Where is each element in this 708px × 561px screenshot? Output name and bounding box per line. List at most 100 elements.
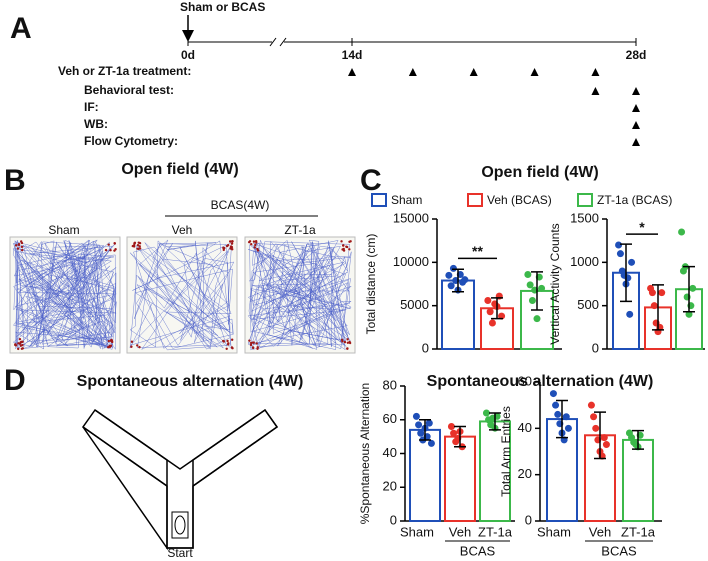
trace-dot — [113, 241, 116, 245]
trace-dot — [250, 243, 253, 246]
legend-swatch — [577, 193, 593, 207]
x-tick-label: ZT-1a — [478, 524, 513, 539]
trace — [129, 239, 235, 351]
trace-dot — [228, 240, 232, 243]
row-label: Flow Cytometry: — [84, 134, 178, 148]
data-point — [658, 289, 666, 297]
data-point — [562, 413, 570, 421]
y-tick-label: 15000 — [393, 210, 429, 225]
error-bar — [491, 297, 503, 320]
trace-dot — [107, 243, 110, 246]
row-label: Behavioral test: — [84, 83, 174, 97]
trace-dot — [343, 340, 347, 344]
trace — [12, 239, 117, 351]
trace-dot — [133, 242, 136, 246]
panel-letter: D — [4, 364, 26, 397]
trace-dot — [249, 343, 253, 347]
x-tick-label: Sham — [537, 524, 571, 539]
event-marker — [632, 87, 640, 95]
legend-swatch — [467, 193, 483, 207]
data-point — [488, 319, 496, 327]
y-tick-label: 0 — [390, 512, 397, 527]
trace-dot — [230, 338, 234, 341]
trace-dot — [20, 340, 24, 343]
y-tick-label: 5000 — [400, 297, 429, 312]
data-point — [616, 250, 624, 258]
panel-title: Open field (4W) — [481, 164, 598, 181]
trace-dot — [256, 347, 259, 350]
y-tick-label: 0 — [422, 340, 429, 355]
data-point — [554, 410, 562, 418]
data-point — [498, 312, 506, 320]
arena-label: ZT-1a — [284, 223, 316, 237]
maze-start-label: Start — [167, 546, 193, 560]
trace-dot — [251, 341, 255, 344]
trace-dot — [14, 343, 17, 346]
data-point — [415, 421, 423, 429]
error-bar — [419, 419, 431, 441]
tick-label: 28d — [626, 48, 647, 62]
trace-dot — [251, 346, 255, 349]
error-bar — [489, 412, 501, 431]
data-point — [449, 264, 457, 272]
trace-dot — [348, 248, 351, 251]
x-tick-label: Veh — [449, 524, 471, 539]
trace-dot — [108, 345, 112, 349]
panel-letter: B — [4, 164, 26, 197]
trace-dot — [249, 341, 253, 345]
x-tick-label: ZT-1a — [621, 524, 656, 539]
data-point — [590, 413, 598, 421]
row-label: IF: — [84, 100, 99, 114]
trace-dot — [222, 248, 225, 252]
y-tick-label: 20 — [518, 466, 532, 481]
data-point — [450, 429, 458, 437]
arena-label: Veh — [172, 223, 193, 237]
data-point — [552, 401, 560, 409]
legend-swatch — [371, 193, 387, 207]
trace-dot — [136, 244, 140, 247]
trace — [247, 239, 352, 351]
data-point — [549, 390, 557, 398]
axis-break — [279, 37, 287, 47]
trace-dot — [254, 243, 257, 247]
data-point — [600, 434, 608, 442]
trace-dot — [130, 340, 134, 343]
axis-break — [269, 37, 277, 47]
trace-dot — [19, 344, 23, 347]
event-marker — [591, 68, 600, 76]
data-point — [447, 423, 455, 430]
trace-dot — [248, 240, 252, 243]
trace-dot — [138, 245, 141, 248]
y-tick-label: 20 — [383, 479, 397, 494]
significance-label: * — [639, 219, 645, 235]
trace-dot — [223, 246, 226, 250]
data-point — [538, 284, 546, 292]
data-point — [615, 241, 623, 249]
trace-dot — [256, 249, 260, 252]
trace-dot — [20, 241, 24, 245]
data-point — [689, 284, 697, 292]
event-marker — [591, 87, 600, 95]
error-bar — [620, 243, 632, 303]
trace-dot — [136, 344, 139, 347]
trace-dot — [346, 338, 349, 341]
trace-dot — [230, 240, 234, 243]
event-marker — [632, 121, 640, 129]
data-point — [447, 282, 455, 290]
panel-letter: A — [10, 12, 32, 45]
error-bar — [454, 425, 466, 448]
data-point — [486, 308, 494, 316]
error-bar — [652, 284, 664, 331]
event-marker — [348, 68, 356, 76]
trace-dot — [226, 244, 230, 247]
panel-letter: C — [360, 164, 382, 197]
y-axis-label: Vertical Activity Counts — [548, 223, 562, 344]
row-label: WB: — [84, 117, 108, 131]
x-tick-label: Sham — [400, 524, 434, 539]
data-point — [412, 412, 420, 420]
trace-dot — [230, 242, 234, 245]
trace-dot — [340, 338, 344, 341]
trace-dot — [136, 247, 139, 250]
y-tick-label: 500 — [577, 297, 599, 312]
bar — [409, 428, 441, 522]
